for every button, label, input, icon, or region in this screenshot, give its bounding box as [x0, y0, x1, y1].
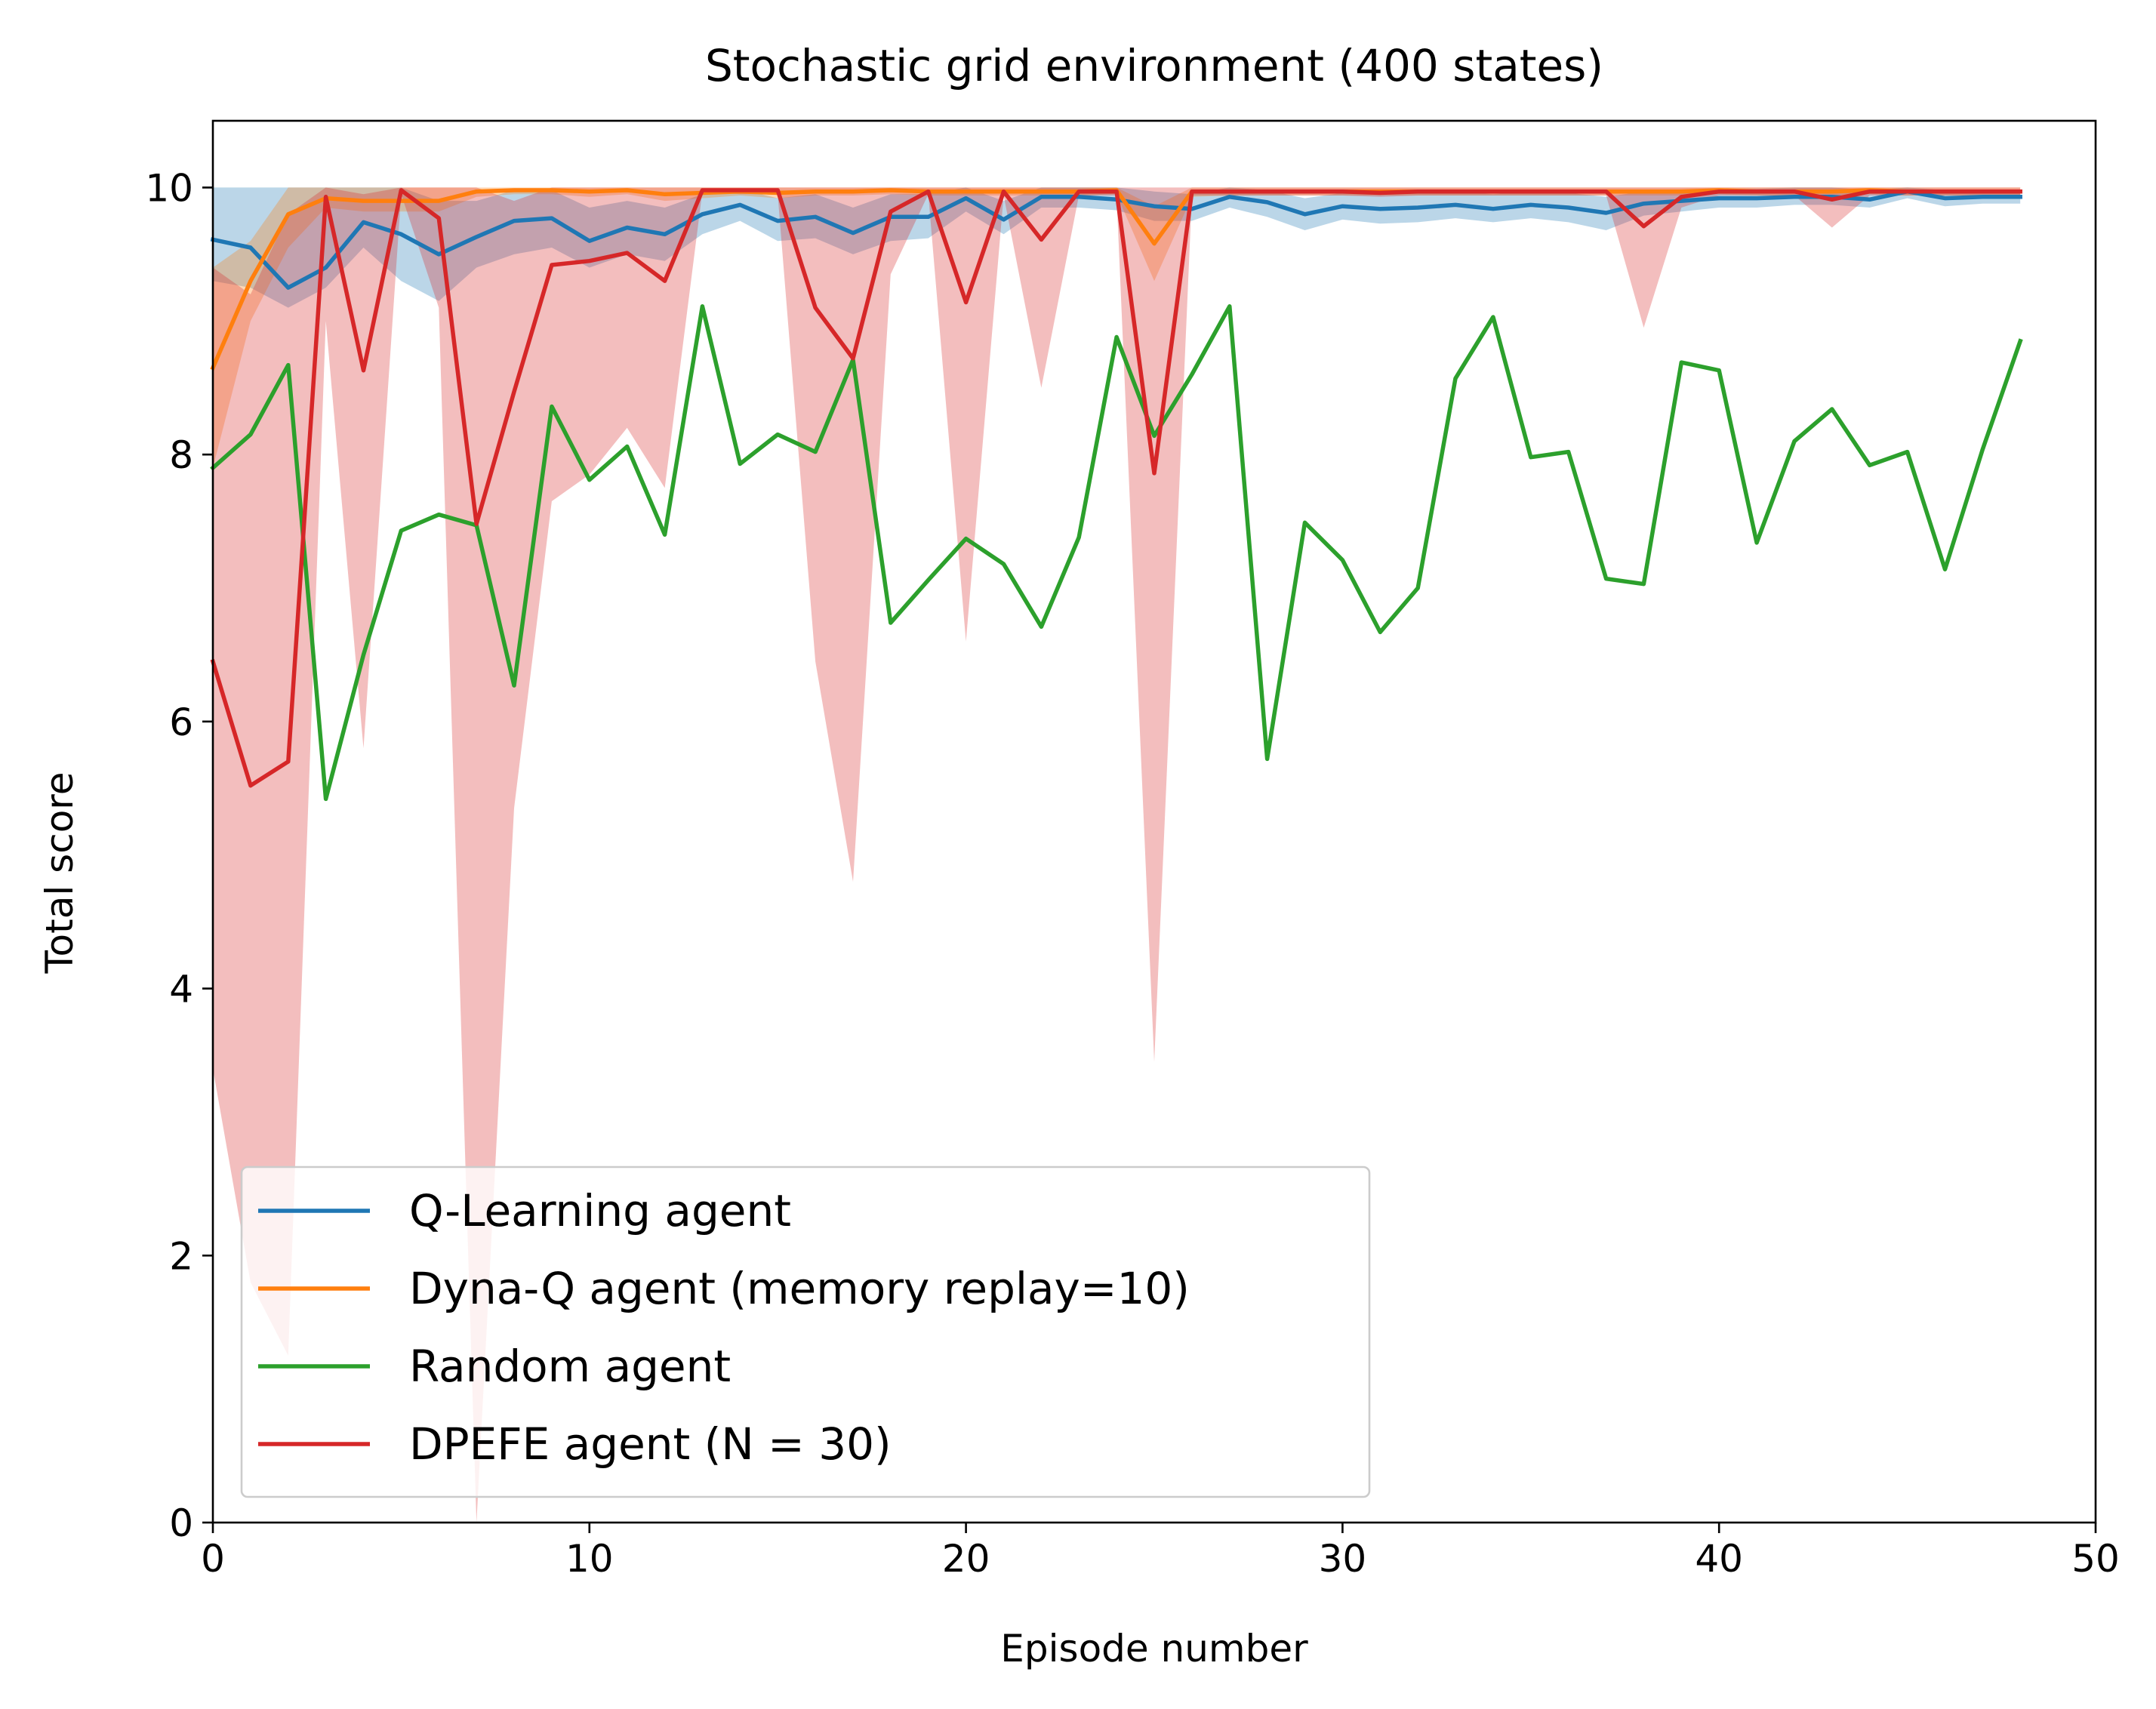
- chart-title: Stochastic grid environment (400 states): [705, 40, 1603, 91]
- x-tick-label: 40: [1695, 1537, 1743, 1581]
- y-axis-label: Total score: [38, 771, 82, 974]
- legend-label-random-agent: Random agent: [409, 1341, 731, 1392]
- legend-label-dyna-q-agent-memory-replay-10: Dyna-Q agent (memory replay=10): [409, 1263, 1190, 1314]
- x-tick-label: 50: [2071, 1537, 2120, 1581]
- x-tick-label: 20: [942, 1537, 990, 1581]
- x-tick-label: 0: [201, 1537, 225, 1581]
- x-tick-label: 10: [565, 1537, 614, 1581]
- confidence-bands: [213, 187, 2021, 1523]
- x-tick-label: 30: [1319, 1537, 1367, 1581]
- plot-frame: [211, 119, 2097, 1524]
- y-tick-label: 10: [145, 166, 193, 210]
- axes: 0 10 20 30 40 50 0 2 4 6 8 10: [145, 119, 2120, 1581]
- legend-label-q-learning-agent: Q-Learning agent: [409, 1185, 791, 1236]
- y-tick-label: 8: [169, 433, 193, 477]
- y-tick-label: 4: [169, 968, 193, 1012]
- y-tick-label: 2: [169, 1234, 193, 1278]
- legend-label-dpefe-agent-n-30: DPEFE agent (N = 30): [409, 1418, 892, 1470]
- band-q-learning-agent: [213, 187, 2021, 308]
- x-axis-label: Episode number: [1000, 1627, 1308, 1671]
- series-line-random-agent: [210, 304, 2023, 802]
- y-tick-label: 0: [169, 1501, 193, 1545]
- y-tick-label: 6: [169, 701, 193, 744]
- legend-box: [240, 1166, 1371, 1498]
- series-lines: [210, 188, 2023, 802]
- legend: Q-Learning agent Dyna-Q agent (memory rep…: [240, 1166, 1371, 1498]
- series-line-dpefe-agent-n-30: [210, 188, 2022, 788]
